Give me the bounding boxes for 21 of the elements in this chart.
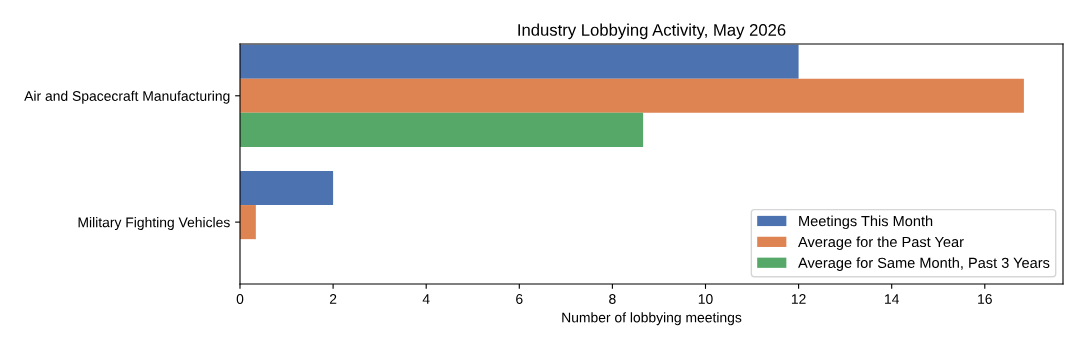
x-tick-label: 0 <box>236 294 244 304</box>
bar <box>240 44 799 79</box>
legend-label: Average for Same Month, Past 3 Years <box>798 257 1050 271</box>
bar <box>240 170 334 206</box>
x-tick-label: 2 <box>329 294 337 304</box>
bar <box>240 78 1024 113</box>
x-tick-label: 8 <box>609 294 616 304</box>
x-tick-label: 4 <box>422 294 430 304</box>
x-tick-label: 6 <box>516 294 523 304</box>
x-tick-label: 14 <box>885 294 900 304</box>
chart-title: Industry Lobbying Activity, May 2026 <box>518 23 786 40</box>
x-axis-title: Number of lobbying meetings <box>562 312 742 326</box>
legend-label: Meetings This Month <box>799 215 933 230</box>
legend-label: Average for the Past Year <box>798 236 964 250</box>
bar <box>240 112 644 147</box>
bar <box>240 205 256 240</box>
y-tick-label: Military Fighting Vehicles <box>78 217 230 231</box>
y-tick-label: Air and Spacecraft Manufacturing <box>24 90 230 104</box>
x-tick-label: 16 <box>978 294 992 304</box>
x-tick-label: 10 <box>698 294 713 304</box>
x-tick-label: 12 <box>791 294 806 304</box>
